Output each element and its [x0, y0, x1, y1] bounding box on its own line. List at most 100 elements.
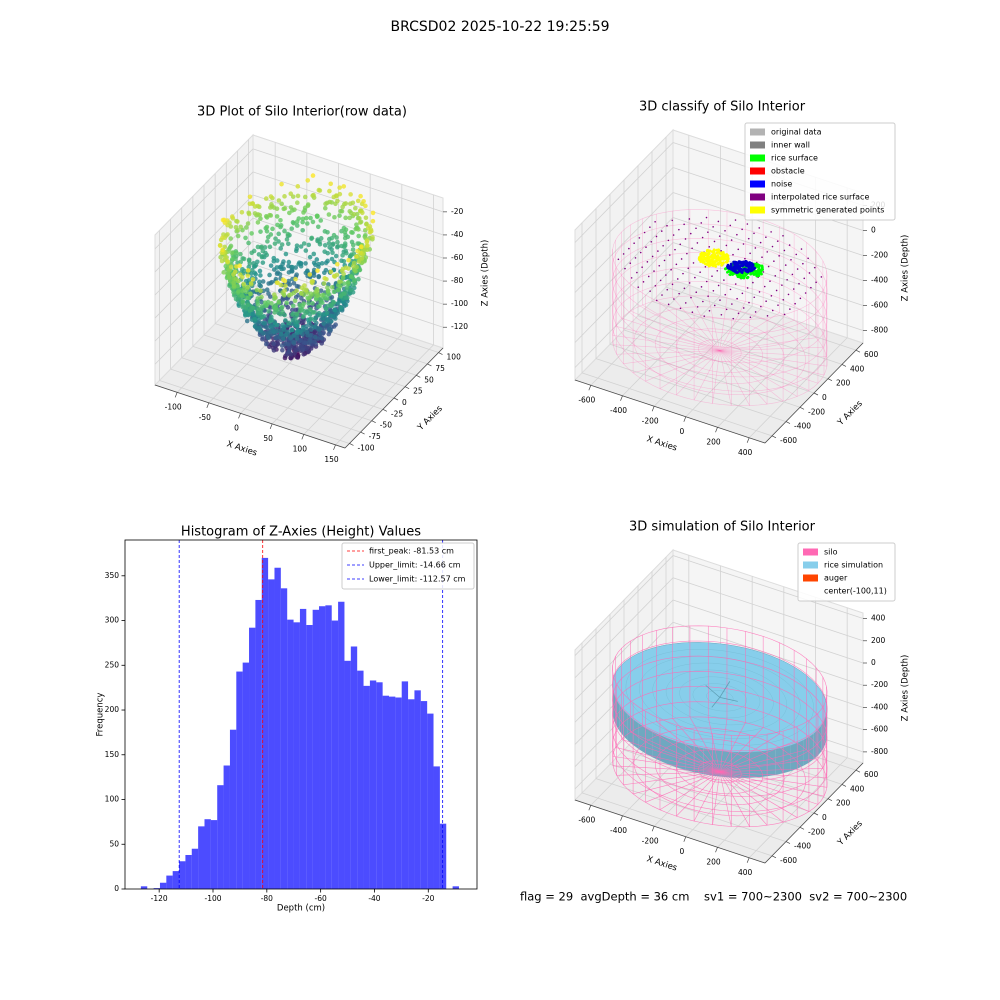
grid-line [192, 345, 383, 410]
classified-point [741, 260, 745, 264]
scatter-point [348, 287, 353, 293]
z-tick-label: -80 [451, 276, 463, 285]
scatter-point [304, 287, 309, 293]
surface-point [662, 244, 664, 247]
scatter-point [274, 280, 280, 285]
surface-point [741, 228, 743, 231]
surface-point [665, 274, 667, 276]
surface-point [766, 315, 769, 317]
scatter-point [280, 336, 286, 341]
histogram-bar [255, 599, 262, 889]
scatter-point [247, 308, 253, 313]
scatter-point [255, 220, 261, 225]
z-tick-label: 200 [871, 636, 886, 645]
tick-mark [269, 423, 273, 429]
scatter-point [311, 260, 317, 266]
scatter-point [345, 298, 350, 304]
surface-point [667, 303, 670, 306]
scatter-point [245, 221, 251, 226]
scatter-point [247, 201, 253, 207]
x-axis-label: X Axies [225, 439, 258, 458]
scatter-point [271, 258, 277, 264]
surface-point [777, 304, 779, 306]
scatter-point [338, 294, 344, 299]
scatter-point [315, 293, 320, 299]
grid-line [252, 194, 444, 259]
y-tick-label: 300 [105, 616, 120, 625]
scatter-point [260, 248, 266, 254]
grid-line [252, 148, 444, 213]
histogram-bar [268, 579, 275, 889]
surface-point [737, 312, 740, 315]
silo-ring [612, 209, 828, 320]
scatter-point [309, 235, 315, 241]
grid-line [574, 217, 674, 318]
scatter-point [259, 314, 265, 320]
x-tick-label: 200 [706, 437, 721, 446]
surface-point [673, 298, 675, 300]
scatter-point [269, 301, 274, 306]
grid-line [574, 267, 674, 368]
y-tick-label: 400 [850, 784, 865, 793]
silo-ring [612, 295, 828, 407]
surface-point [678, 292, 680, 295]
scatter-point [301, 301, 306, 306]
surface-point [630, 277, 633, 279]
silo-floor [719, 350, 750, 406]
x-tick-label: -80 [261, 894, 273, 903]
classified-point [719, 256, 723, 260]
histogram-bar [198, 826, 205, 889]
surface-point [795, 253, 798, 256]
surface-point [782, 235, 784, 237]
grid-line [154, 171, 254, 273]
surface-point [704, 266, 707, 268]
surface-point [799, 297, 802, 300]
scatter-point [349, 230, 354, 235]
surface-point [647, 275, 650, 278]
scatter-point [263, 341, 269, 347]
y-tick-label: 50 [109, 839, 119, 848]
scatter-point [230, 256, 235, 262]
histogram-bar [210, 820, 218, 889]
x-tick-label: -20 [422, 894, 434, 903]
scatter-point [237, 263, 242, 268]
surface-point [649, 290, 651, 292]
x-tick-label: -600 [578, 395, 595, 404]
z-tick-label: -100 [451, 299, 468, 308]
scatter-point [320, 292, 325, 298]
x-tick-label: 200 [706, 857, 721, 866]
silo-floor [719, 350, 810, 391]
x-tick-label: 0 [234, 423, 239, 432]
histogram-bar [414, 690, 421, 889]
surface-point [744, 257, 746, 260]
y-tick-label: 600 [864, 350, 879, 359]
scatter-point [357, 267, 363, 273]
scatter-point [294, 200, 300, 206]
scatter-point [279, 242, 285, 247]
scatter-point [318, 236, 324, 241]
surface-point [792, 288, 795, 290]
rice-side [749, 751, 759, 778]
classified-point [741, 273, 745, 277]
scatter-point [340, 275, 346, 281]
histogram-bar [153, 888, 160, 889]
legend-swatch [803, 574, 818, 582]
scatter-point [256, 252, 262, 257]
surface-point [734, 219, 737, 221]
scatter-point [323, 260, 329, 265]
scatter-point [243, 311, 248, 317]
surface-point [668, 254, 671, 256]
silo-floor [719, 312, 780, 351]
surface-point [670, 268, 672, 271]
surface-point [774, 275, 777, 277]
grid-line [672, 599, 864, 664]
silo-floor [719, 767, 823, 773]
surface-point [754, 311, 757, 313]
tick-mark [382, 409, 388, 412]
classified-point [737, 261, 741, 265]
classified-point [701, 260, 705, 264]
surface-point [689, 232, 692, 235]
grid-line [170, 368, 361, 433]
scatter-point [300, 227, 305, 233]
x-tick-label: -100 [204, 894, 221, 903]
